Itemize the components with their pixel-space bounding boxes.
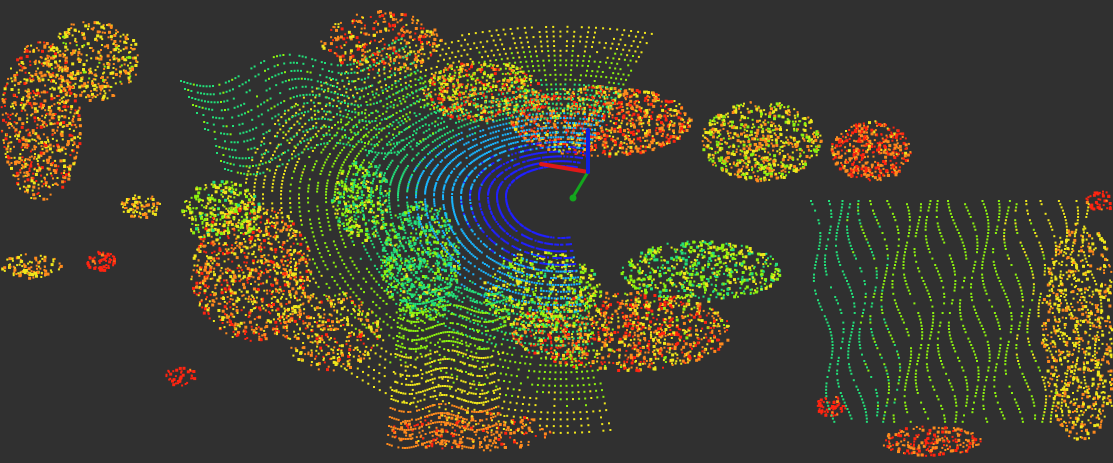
y-axis-tip — [570, 195, 577, 202]
